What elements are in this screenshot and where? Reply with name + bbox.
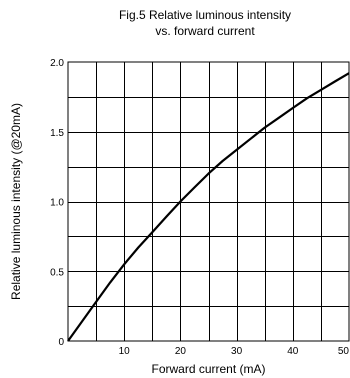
grid bbox=[68, 62, 349, 341]
plot-frame bbox=[67, 61, 350, 342]
x-tick-label: 30 bbox=[231, 346, 243, 357]
y-tick-label: 0.5 bbox=[50, 267, 64, 278]
series-line bbox=[67, 72, 350, 342]
chart-title-line-2: vs. forward current bbox=[155, 24, 255, 38]
y-tick-labels: 0 0.5 1.0 1.5 2.0 bbox=[50, 58, 64, 348]
y-axis-label: Relative luminous intensity (@20mA) bbox=[9, 103, 23, 300]
series bbox=[67, 72, 350, 342]
y-tick-label: 1.5 bbox=[50, 128, 64, 139]
x-axis-label: Forward current (mA) bbox=[151, 362, 265, 376]
y-tick-label: 0 bbox=[58, 337, 64, 348]
x-tick-labels: 10 20 30 40 50 bbox=[119, 346, 350, 357]
chart-title-line-1: Fig.5 Relative luminous intensity bbox=[118, 8, 292, 22]
y-tick-label: 1.0 bbox=[50, 198, 64, 209]
y-tick-label: 2.0 bbox=[50, 58, 64, 69]
x-tick-label: 10 bbox=[119, 346, 131, 357]
x-tick-label: 20 bbox=[175, 346, 187, 357]
x-tick-label: 50 bbox=[338, 346, 350, 357]
x-tick-label: 40 bbox=[287, 346, 299, 357]
